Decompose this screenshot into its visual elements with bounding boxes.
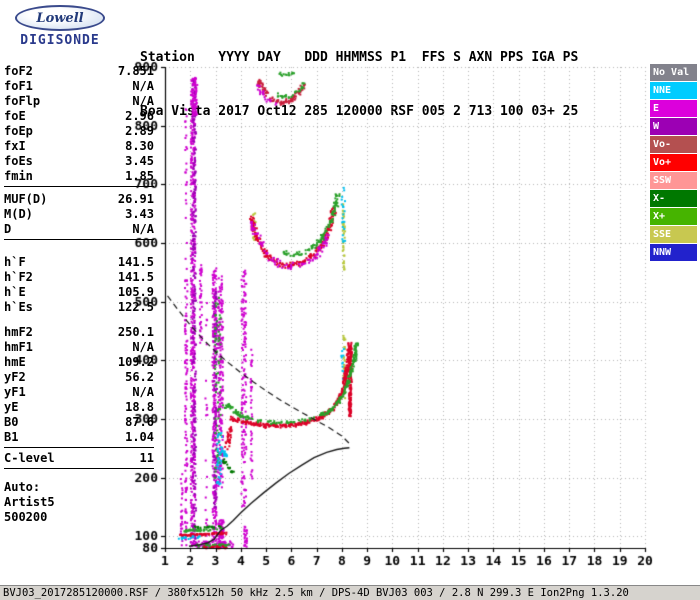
- param-label: h`E: [4, 285, 26, 299]
- param-row: 500200: [4, 510, 154, 525]
- legend-item-nne: NNE: [650, 82, 697, 99]
- legend-item-e: E: [650, 100, 697, 117]
- param-label: yF1: [4, 385, 26, 399]
- direction-legend: No Val NNE E W Vo- Vo+ SSW X- X+ SSE NNW: [650, 64, 697, 262]
- param-label: h`Es: [4, 300, 33, 314]
- param-row: Auto:: [4, 480, 154, 495]
- param-label: h`F: [4, 255, 26, 269]
- param-label: foEp: [4, 124, 33, 138]
- param-label: yE: [4, 400, 19, 414]
- param-label: B1: [4, 430, 19, 444]
- legend-item-x+: X+: [650, 208, 697, 225]
- param-separator: [4, 468, 154, 469]
- legend-item-w: W: [650, 118, 697, 135]
- param-label: hmF1: [4, 340, 33, 354]
- param-separator: [4, 447, 154, 448]
- legend-item-vo+: Vo+: [650, 154, 697, 171]
- param-label: MUF(D): [4, 192, 48, 206]
- param-separator: [4, 239, 154, 240]
- legend-item-no-val: No Val: [650, 64, 697, 81]
- param-label: Artist5: [4, 495, 55, 509]
- logo-digisonde-text: DIGISONDE: [20, 33, 100, 48]
- legend-item-nnw: NNW: [650, 244, 697, 261]
- status-bar: BVJ03_2017285120000.RSF / 380fx512h 50 k…: [0, 585, 700, 600]
- ionogram-canvas: [130, 55, 660, 570]
- legend-item-ssw: SSW: [650, 172, 697, 189]
- param-label: h`F2: [4, 270, 33, 284]
- lowell-digisonde-logo: Lowell DIGISONDE: [8, 5, 112, 48]
- param-label: fxI: [4, 139, 26, 153]
- param-label: foFlp: [4, 94, 41, 108]
- param-label: D: [4, 222, 12, 236]
- param-label: foE: [4, 109, 26, 123]
- param-label: hmF2: [4, 325, 33, 339]
- param-label: fmin: [4, 169, 33, 183]
- param-separator: [4, 186, 154, 187]
- param-label: hmE: [4, 355, 26, 369]
- param-label: M(D): [4, 207, 33, 221]
- param-label: foEs: [4, 154, 33, 168]
- legend-item-x-: X-: [650, 190, 697, 207]
- logo-lowell-text: Lowell: [36, 10, 84, 26]
- param-label: foF2: [4, 64, 33, 78]
- legend-item-vo-: Vo-: [650, 136, 697, 153]
- param-label: B0: [4, 415, 19, 429]
- param-label: Auto:: [4, 480, 41, 494]
- legend-item-sse: SSE: [650, 226, 697, 243]
- param-row: Artist5: [4, 495, 154, 510]
- param-label: C-level: [4, 451, 55, 465]
- lowell-logo-oval: Lowell: [15, 5, 105, 31]
- param-group: Auto: Artist5 500200: [4, 480, 154, 525]
- param-label: yF2: [4, 370, 26, 384]
- param-label: 500200: [4, 510, 48, 524]
- param-label: foF1: [4, 79, 33, 93]
